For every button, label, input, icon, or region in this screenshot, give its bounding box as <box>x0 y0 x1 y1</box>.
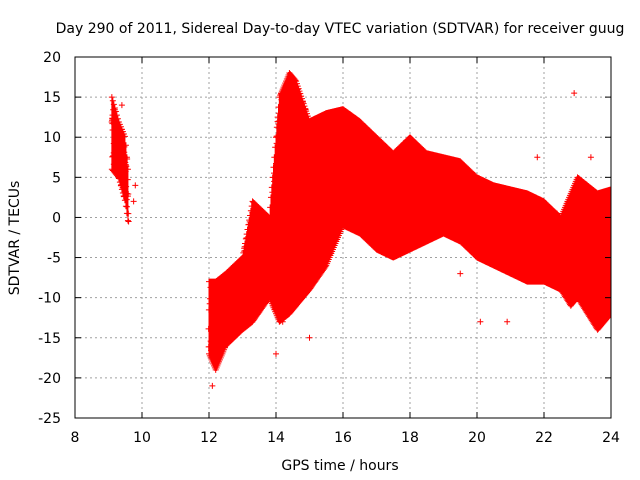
y-tick-label: -25 <box>38 411 61 427</box>
x-tick-label: 22 <box>535 430 553 446</box>
y-tick-label: 15 <box>43 90 61 106</box>
outlier-point <box>246 310 253 317</box>
data-layer <box>108 70 611 389</box>
y-tick-label: -15 <box>38 331 61 347</box>
y-tick-label: -5 <box>47 251 61 267</box>
outlier-point <box>571 90 578 97</box>
x-tick-label: 16 <box>334 430 352 446</box>
outlier-point <box>209 382 216 389</box>
x-tick-label: 24 <box>602 430 620 446</box>
outlier-point <box>457 270 464 277</box>
x-tick-label: 14 <box>267 430 285 446</box>
outlier-point <box>212 278 219 285</box>
data-cluster-main <box>205 70 611 373</box>
outlier-point <box>125 218 132 225</box>
outlier-point <box>132 182 139 189</box>
chart-title: Day 290 of 2011, Sidereal Day-to-day VTE… <box>56 21 625 37</box>
x-tick-label: 10 <box>133 430 151 446</box>
outlier-point <box>306 334 313 341</box>
x-tick-label: 8 <box>71 430 80 446</box>
outlier-point <box>279 318 286 325</box>
outlier-point <box>601 270 608 277</box>
y-tick-label: 20 <box>43 50 61 66</box>
x-tick-label: 20 <box>468 430 486 446</box>
axis-ticks: 8 10 12 14 16 18 20 22 24 20 15 10 5 0 -5 -10 -15 -20 -25 <box>38 50 620 446</box>
x-tick-label: 12 <box>200 430 218 446</box>
outlier-point <box>130 198 137 205</box>
y-tick-label: -10 <box>38 291 61 307</box>
y-tick-label: -20 <box>38 371 61 387</box>
y-tick-label: 5 <box>52 170 61 186</box>
outlier-point <box>273 350 279 357</box>
outlier-point <box>504 318 511 325</box>
y-axis-label: SDTVAR / TECUs <box>7 181 23 296</box>
outlier-point <box>587 154 594 161</box>
y-tick-label: 0 <box>52 210 61 226</box>
x-axis-label: GPS time / hours <box>281 458 398 474</box>
data-cluster-early <box>108 94 132 224</box>
outlier-point <box>534 154 541 161</box>
outlier-point <box>118 102 125 109</box>
outlier-point <box>463 166 470 173</box>
y-tick-label: 10 <box>43 130 61 146</box>
outlier-point <box>299 118 306 125</box>
x-tick-label: 18 <box>401 430 419 446</box>
outlier-point <box>239 318 246 325</box>
outlier-point <box>477 318 484 325</box>
